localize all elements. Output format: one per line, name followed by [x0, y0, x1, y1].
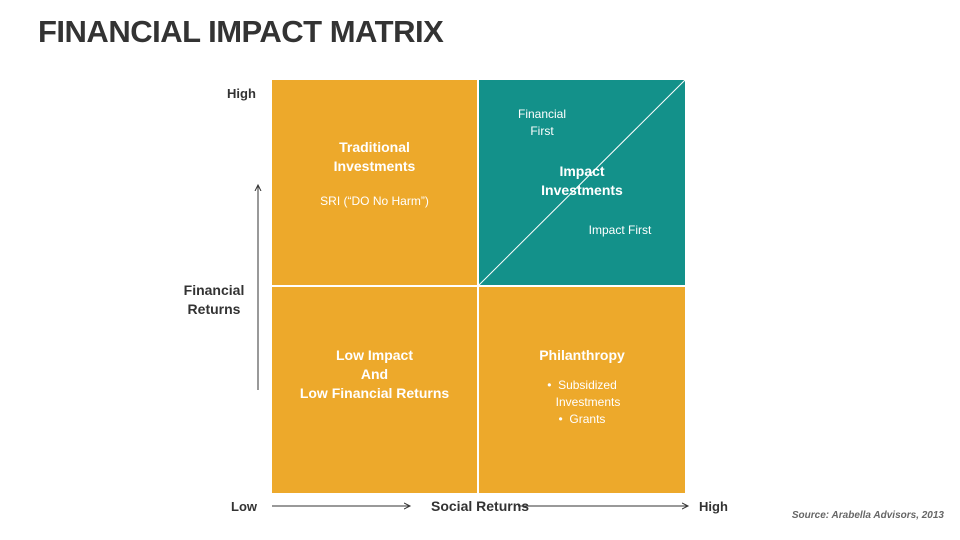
impact-investments-title-line2: Investments: [541, 182, 623, 198]
sri-text: SRI (“DO No Harm”): [320, 194, 429, 208]
philanthropy-bullets: • Subsidized Investments • Grants: [479, 377, 685, 428]
x-axis-label: Social Returns: [431, 498, 530, 514]
low-impact-line1: Low Impact: [335, 347, 413, 363]
philanthropy-title: Philanthropy: [539, 347, 625, 363]
bullet-subsidized: Subsidized: [558, 378, 617, 392]
x-axis-high-label: High: [699, 499, 728, 514]
impact-first-text: Impact First: [588, 223, 652, 237]
impact-investments-title: Impact Investments: [479, 162, 685, 200]
x-axis-low-label: Low: [231, 499, 257, 514]
y-axis-label: Financial Returns: [180, 281, 248, 319]
source-citation: Source: Arabella Advisors, 2013: [791, 510, 944, 521]
bullet-grants: Grants: [569, 412, 606, 426]
low-impact-line2: And: [360, 366, 389, 382]
bullet-continuation: Investments: [555, 395, 621, 409]
impact-investments-title-line1: Impact: [559, 163, 605, 179]
bullet-item: • Grants: [558, 412, 606, 426]
bullet-item: • Subsidized: [547, 378, 617, 392]
page-title: FINANCIAL IMPACT MATRIX: [38, 14, 444, 49]
traditional-investments-title: Traditional Investments: [272, 138, 477, 176]
financial-first-line1: Financial: [517, 107, 567, 121]
financial-first-line2: First: [530, 124, 554, 138]
y-axis-label-line2: Returns: [187, 301, 241, 317]
traditional-investments-title-line1: Traditional: [339, 139, 410, 155]
y-axis-high-label: High: [227, 86, 256, 101]
low-impact-line3: Low Financial Returns: [299, 385, 450, 401]
quadrant-low-impact: Low Impact And Low Financial Returns: [272, 287, 477, 493]
low-impact-title: Low Impact And Low Financial Returns: [272, 346, 477, 403]
financial-first-text: Financial First: [439, 106, 645, 140]
traditional-investments-title-line2: Investments: [333, 158, 416, 174]
diagonal-divider: [479, 80, 685, 285]
quadrant-impact-investments: Financial First Impact Investments Impac…: [479, 80, 685, 285]
quadrant-traditional-investments: Traditional Investments SRI (“DO No Harm…: [272, 80, 477, 285]
y-axis-label-line1: Financial: [183, 282, 245, 298]
quadrant-philanthropy: Philanthropy • Subsidized Investments • …: [479, 287, 685, 493]
